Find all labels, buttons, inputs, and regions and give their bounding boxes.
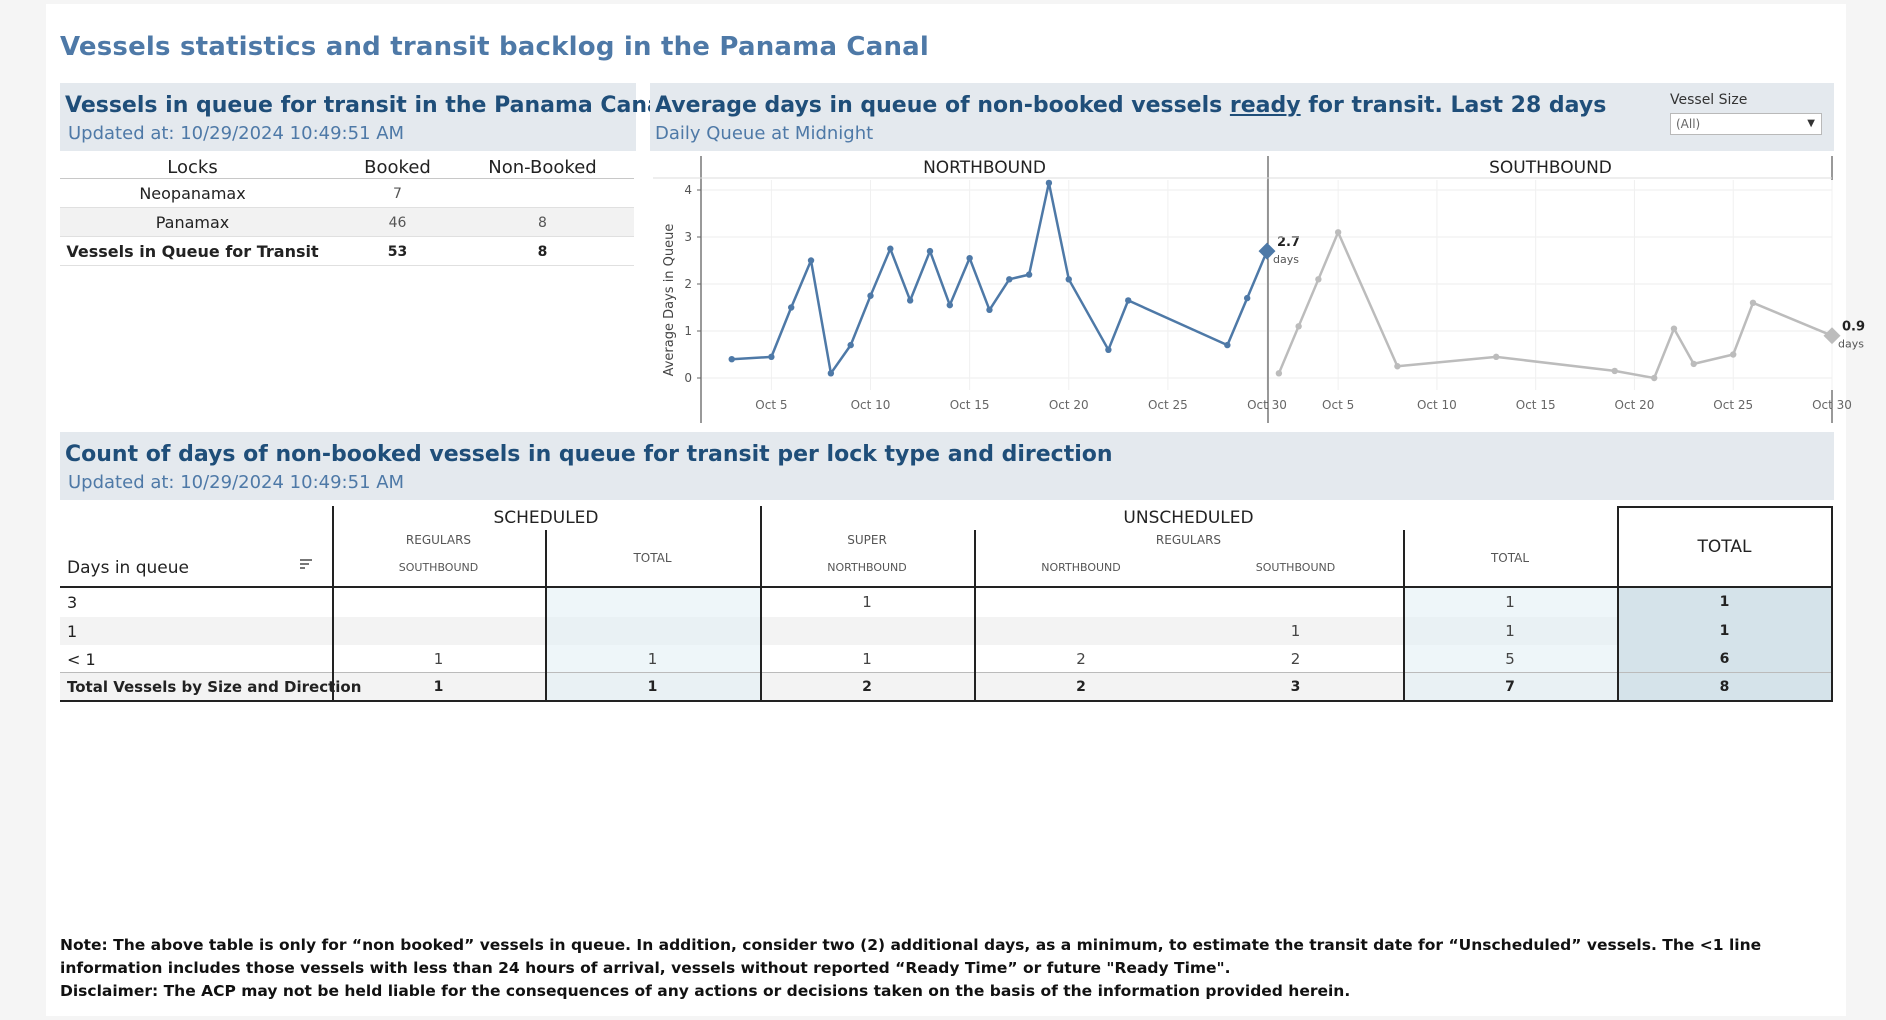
note-line: Note: The above table is only for “non b… bbox=[60, 936, 1762, 977]
count-cell[interactable]: 1 bbox=[1719, 594, 1730, 610]
count-cell[interactable] bbox=[332, 587, 545, 617]
booked-col-header: Booked bbox=[364, 157, 431, 178]
count-cell[interactable]: 7 bbox=[1505, 679, 1515, 695]
count-cell[interactable] bbox=[1188, 587, 1403, 617]
total-col-shade bbox=[1403, 587, 1617, 701]
locks-row-neopanamax[interactable]: Neopanamax 7 bbox=[60, 179, 634, 208]
count-cell[interactable]: 6 bbox=[1719, 651, 1730, 667]
locks-col-header: Locks bbox=[167, 157, 218, 178]
count-cell[interactable] bbox=[760, 617, 974, 645]
booked-value: 53 bbox=[387, 244, 408, 260]
northbound-subheader: NORTHBOUND bbox=[827, 561, 907, 574]
avg-panel-title: Average days in queue of non-booked vess… bbox=[655, 93, 1606, 118]
count-cell[interactable]: 2 bbox=[862, 679, 872, 695]
locks-row-total[interactable]: Vessels in Queue for Transit 53 8 bbox=[60, 237, 634, 266]
avg-panel-subtitle: Daily Queue at Midnight bbox=[655, 123, 874, 144]
grand-total-shade bbox=[1617, 587, 1832, 701]
page-title: Vessels statistics and transit backlog i… bbox=[60, 32, 930, 62]
disclaimer-line: Disclaimer: The ACP may not be held liab… bbox=[60, 982, 1351, 1000]
non-booked-col-header: Non-Booked bbox=[488, 157, 597, 178]
count-panel-header: Count of days of non-booked vessels in q… bbox=[60, 432, 1834, 500]
vessel-size-value: (All) bbox=[1676, 117, 1701, 131]
col-divider bbox=[760, 506, 762, 702]
ready-link[interactable]: ready bbox=[1229, 93, 1301, 118]
lock-name: Neopanamax bbox=[139, 184, 246, 203]
queue-panel-header: Vessels in queue for transit in the Pana… bbox=[60, 83, 669, 151]
total-header: TOTAL bbox=[1697, 537, 1752, 557]
count-cell[interactable]: 1 bbox=[647, 650, 658, 668]
days-cell[interactable]: 1 bbox=[67, 621, 78, 641]
count-cell[interactable]: 1 bbox=[862, 593, 872, 611]
non-booked-value: 8 bbox=[537, 244, 548, 260]
count-cell[interactable] bbox=[545, 587, 760, 617]
locks-table: Locks Booked Non-Booked Neopanamax 7 Pan… bbox=[60, 155, 634, 266]
southbound-subheader: SOUTHBOUND bbox=[398, 561, 479, 574]
lock-name: Vessels in Queue for Transit bbox=[66, 242, 319, 261]
count-cell[interactable]: 1 bbox=[1719, 623, 1730, 639]
count-cell[interactable]: 1 bbox=[1505, 593, 1515, 611]
super-subheader: SUPER bbox=[847, 533, 887, 547]
southbound-subheader: SOUTHBOUND bbox=[1255, 561, 1336, 574]
note-text: Note: The above table is only for “non b… bbox=[60, 934, 1840, 1003]
queue-panel-updated: Updated at: 10/29/2024 10:49:51 AM bbox=[68, 123, 405, 144]
sort-icon[interactable] bbox=[298, 556, 314, 572]
locks-header-row: Locks Booked Non-Booked bbox=[60, 155, 634, 179]
col-divider bbox=[332, 506, 334, 702]
count-cell[interactable] bbox=[974, 587, 1188, 617]
col-divider bbox=[1617, 506, 1619, 702]
days-cell[interactable]: < 1 bbox=[67, 649, 96, 669]
count-panel-updated: Updated at: 10/29/2024 10:49:51 AM bbox=[68, 472, 405, 493]
booked-value: 46 bbox=[388, 215, 407, 231]
table-bottom-line bbox=[60, 700, 1832, 702]
count-cell[interactable]: 1 bbox=[1505, 622, 1515, 640]
non-booked-value: 8 bbox=[538, 215, 547, 231]
count-cell[interactable] bbox=[974, 617, 1188, 645]
booked-value: 7 bbox=[393, 186, 402, 202]
count-cell[interactable]: 2 bbox=[1290, 650, 1301, 668]
avg-panel-header: Average days in queue of non-booked vess… bbox=[650, 83, 1834, 151]
scheduled-total-subheader: TOTAL bbox=[633, 551, 672, 565]
avg-title-post: for transit. Last 28 days bbox=[1300, 93, 1607, 118]
count-cell[interactable] bbox=[545, 617, 760, 645]
count-panel-title: Count of days of non-booked vessels in q… bbox=[65, 442, 1113, 467]
avg-title-pre: Average days in queue of non-booked vess… bbox=[655, 93, 1230, 118]
northbound-subheader: NORTHBOUND bbox=[1041, 561, 1121, 574]
dashboard-canvas bbox=[46, 4, 1846, 1016]
unscheduled-header: UNSCHEDULED bbox=[1123, 508, 1254, 528]
col-divider bbox=[974, 530, 976, 702]
count-cell[interactable]: 3 bbox=[1290, 679, 1301, 695]
unscheduled-total-subheader: TOTAL bbox=[1490, 551, 1530, 565]
total-row-line bbox=[332, 672, 1832, 673]
count-cell[interactable]: 8 bbox=[1719, 679, 1730, 695]
total-row-line bbox=[60, 672, 332, 673]
regulars-subheader: REGULARS bbox=[405, 533, 472, 547]
col-divider bbox=[1403, 530, 1405, 702]
regulars-subheader: REGULARS bbox=[1155, 533, 1222, 547]
total-col-shade bbox=[545, 587, 760, 701]
count-cell[interactable]: 1 bbox=[433, 679, 444, 695]
chevron-down-icon: ▼ bbox=[1807, 118, 1815, 129]
lock-name: Panamax bbox=[155, 213, 230, 232]
count-cell[interactable]: 2 bbox=[1076, 650, 1086, 668]
days-cell[interactable]: 3 bbox=[67, 592, 78, 612]
queue-panel-title: Vessels in queue for transit in the Pana… bbox=[65, 93, 670, 118]
count-cell[interactable]: 1 bbox=[433, 650, 444, 668]
vessel-size-select[interactable]: (All) ▼ bbox=[1670, 113, 1822, 135]
count-cell[interactable]: 1 bbox=[1290, 622, 1301, 640]
col-divider bbox=[545, 530, 547, 702]
vessel-size-label: Vessel Size bbox=[1670, 92, 1748, 108]
count-cell[interactable]: 5 bbox=[1505, 650, 1515, 668]
count-cell[interactable]: 1 bbox=[647, 679, 658, 695]
locks-row-panamax[interactable]: Panamax 46 8 bbox=[60, 208, 634, 237]
header-bottom-line bbox=[60, 586, 1832, 588]
count-cell[interactable] bbox=[332, 617, 545, 645]
scheduled-header: SCHEDULED bbox=[493, 508, 599, 528]
count-cell[interactable]: 2 bbox=[1076, 679, 1086, 695]
days-in-queue-header: Days in queue bbox=[67, 558, 189, 578]
spacer bbox=[332, 506, 1403, 507]
col-divider bbox=[1831, 506, 1833, 702]
count-cell[interactable]: 1 bbox=[862, 650, 872, 668]
days-cell[interactable]: Total Vessels by Size and Direction bbox=[67, 678, 362, 696]
total-top-line bbox=[1617, 506, 1832, 508]
